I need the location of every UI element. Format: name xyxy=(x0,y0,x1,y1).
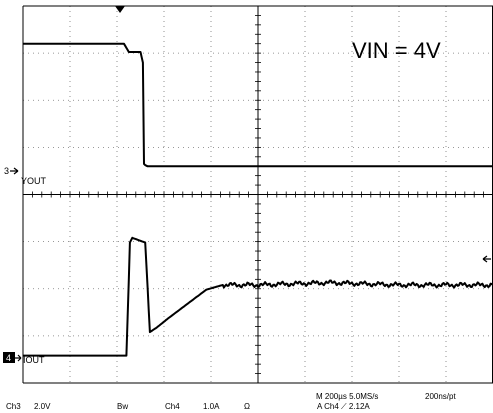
ch4-ground-marker: 4 xyxy=(6,353,11,363)
ch3-ground-arrow-icon xyxy=(10,167,19,175)
ch3-ground-marker: 3 xyxy=(4,166,9,176)
status-ch4: Ch4 xyxy=(165,402,180,411)
trigger-level-arrow xyxy=(482,255,491,263)
status-ch3-scale: 2.0V xyxy=(34,402,51,411)
trigger-position-marker xyxy=(115,6,125,13)
ch3-label: YOUT xyxy=(21,176,47,186)
traces xyxy=(23,42,493,357)
status-bw: Bw xyxy=(117,402,128,411)
status-sample: 200ns/pt xyxy=(425,392,456,401)
ch4-ground-arrow-icon xyxy=(15,354,22,362)
ch4-label: IOUT xyxy=(23,355,45,365)
status-ch3: Ch3 xyxy=(6,402,21,411)
status-trigger: A Ch4 ⟋ 2.12A xyxy=(317,402,370,411)
iout-trace xyxy=(23,236,493,357)
ch4-ground-marker-box xyxy=(3,352,15,363)
status-ch4-scale: 1.0A xyxy=(203,402,220,411)
status-bar: Ch3 2.0V Bw Ch4 1.0A Ω M 200µs 5.0MS/s 2… xyxy=(6,392,456,411)
yout-trace xyxy=(23,42,493,168)
status-timebase: M 200µs 5.0MS/s xyxy=(316,392,378,401)
vin-annotation: VIN = 4V xyxy=(352,38,441,63)
status-ohm: Ω xyxy=(244,402,250,411)
